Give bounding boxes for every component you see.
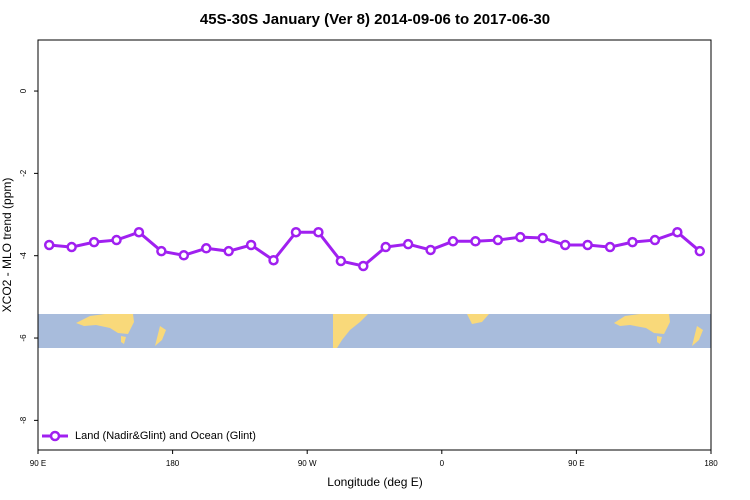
data-point bbox=[66, 241, 77, 253]
y-tick-label: -2 bbox=[19, 169, 28, 177]
data-point bbox=[88, 236, 100, 248]
x-tick-label: 90 W bbox=[298, 459, 317, 468]
land bbox=[692, 326, 703, 346]
data-point bbox=[245, 239, 257, 251]
series-line bbox=[49, 230, 701, 268]
data-point bbox=[313, 226, 324, 238]
data-point bbox=[223, 245, 234, 257]
y-tick-label: 0 bbox=[19, 88, 28, 93]
data-point bbox=[604, 241, 616, 253]
x-tick-label: 180 bbox=[704, 459, 718, 468]
data-point bbox=[43, 239, 55, 251]
y-tick-label: -8 bbox=[19, 416, 28, 424]
chart-title: 45S-30S January (Ver 8) 2014-09-06 to 20… bbox=[200, 11, 550, 28]
data-point bbox=[268, 254, 279, 266]
data-point bbox=[380, 241, 391, 253]
data-point bbox=[402, 238, 414, 250]
land bbox=[76, 314, 134, 334]
data-point bbox=[559, 239, 571, 251]
x-tick-label: 90 E bbox=[30, 459, 46, 468]
data-point bbox=[178, 250, 190, 261]
land bbox=[614, 314, 670, 334]
data-point bbox=[111, 234, 122, 246]
data-point bbox=[582, 239, 593, 251]
x-tick-label: 180 bbox=[166, 459, 180, 468]
data-point bbox=[358, 260, 369, 272]
data-point bbox=[492, 234, 504, 246]
y-axis-label: XCO2 - MLO trend (ppm) bbox=[0, 178, 14, 313]
data-point bbox=[649, 234, 661, 246]
data-point bbox=[133, 226, 145, 238]
data-point bbox=[627, 236, 638, 248]
legend-label: Land (Nadir&Glint) and Ocean (Glint) bbox=[75, 430, 256, 442]
data-point bbox=[335, 255, 347, 267]
land bbox=[467, 314, 489, 324]
plot-frame bbox=[37, 39, 712, 451]
x-tick-label: 90 E bbox=[568, 459, 584, 468]
legend-marker bbox=[49, 430, 61, 442]
y-tick-label: -4 bbox=[19, 252, 28, 260]
data-point bbox=[425, 244, 436, 256]
data-point bbox=[694, 245, 706, 257]
data-point bbox=[672, 226, 683, 238]
data-point bbox=[470, 236, 481, 247]
data-point bbox=[447, 236, 459, 247]
land bbox=[333, 314, 368, 348]
x-axis-label: Longitude (deg E) bbox=[327, 475, 422, 489]
data-point bbox=[290, 226, 302, 238]
land bbox=[155, 326, 166, 346]
map-strip bbox=[38, 314, 711, 348]
land bbox=[121, 336, 126, 344]
data-point bbox=[537, 232, 548, 244]
data-point bbox=[201, 243, 212, 254]
data-point bbox=[515, 231, 526, 243]
land bbox=[657, 336, 662, 344]
data-point bbox=[156, 245, 167, 257]
x-tick-label: 0 bbox=[440, 459, 445, 468]
ocean-band bbox=[38, 314, 711, 348]
y-tick-label: -6 bbox=[19, 334, 28, 342]
